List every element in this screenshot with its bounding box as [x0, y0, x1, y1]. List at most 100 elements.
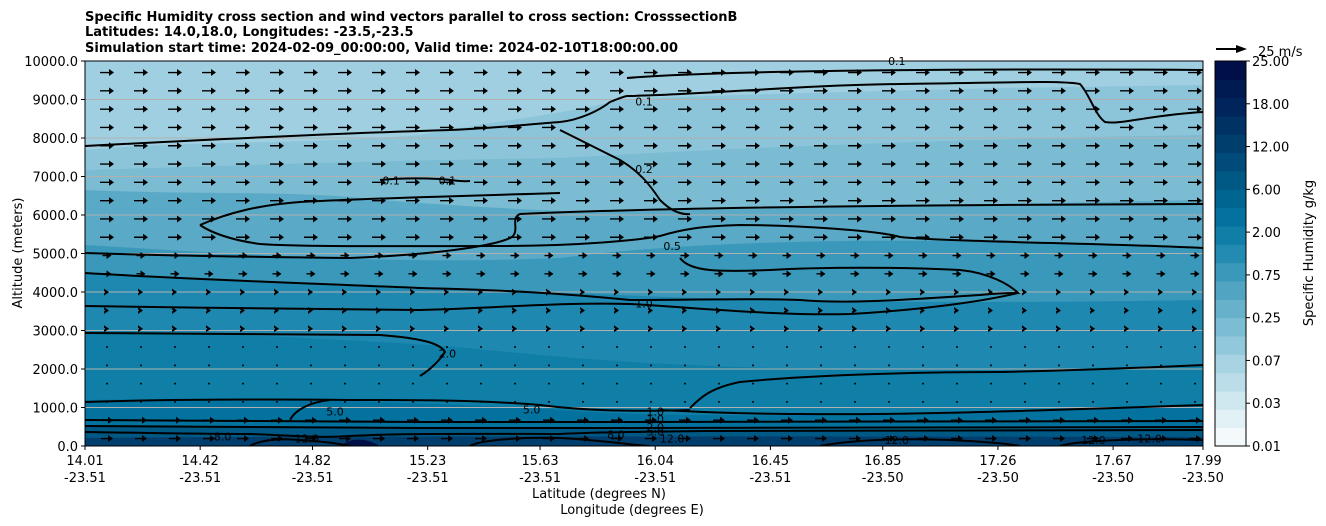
wind-vector	[168, 105, 182, 113]
wind-vector	[412, 400, 414, 403]
wind-vector	[170, 252, 180, 260]
wind-vector	[1020, 270, 1030, 278]
wind-vector	[716, 325, 721, 333]
wind-vector	[276, 382, 278, 385]
wind-vector	[1054, 270, 1064, 278]
wind-vector	[373, 435, 385, 443]
wind-vector	[1052, 178, 1066, 186]
wind-vector	[780, 142, 794, 150]
wind-vector	[578, 252, 588, 260]
wind-vector	[848, 142, 862, 150]
wind-vector	[202, 123, 216, 131]
wind-vector	[684, 382, 686, 385]
wind-vector	[848, 215, 862, 223]
wind-vector	[100, 105, 114, 113]
wind-vector	[580, 306, 585, 314]
wind-vector	[922, 364, 924, 367]
colorbar-swatch	[1215, 134, 1246, 154]
wind-vector	[202, 215, 216, 223]
wind-vector	[956, 364, 958, 367]
x-tick-label-lon: -23.50	[977, 471, 1019, 486]
wind-vector	[446, 364, 448, 367]
wind-vector	[1052, 233, 1066, 241]
wind-vector	[240, 288, 245, 296]
wind-vector	[514, 382, 516, 385]
x-tick-label-lon: -23.51	[64, 471, 106, 486]
wind-vector	[304, 233, 318, 241]
wind-vector	[406, 233, 420, 241]
wind-vector	[136, 252, 146, 260]
wind-vector	[678, 142, 692, 150]
y-tick-label: 7000.0	[33, 171, 79, 186]
wind-vector	[682, 325, 687, 333]
wind-vector	[374, 270, 384, 278]
wind-vector	[678, 197, 692, 205]
wind-vector	[304, 197, 318, 205]
wind-vector	[476, 252, 486, 260]
wind-vector	[134, 123, 148, 131]
wind-vector	[1024, 346, 1026, 349]
colorbar-tick-label: 0.25	[1252, 312, 1281, 327]
wind-vector	[238, 270, 248, 278]
wind-vector	[951, 435, 963, 443]
wind-vector	[410, 306, 415, 314]
wind-vector	[203, 435, 215, 443]
wind-vector	[546, 325, 551, 333]
y-tick-label: 4000.0	[33, 286, 79, 301]
wind-vector	[678, 87, 692, 95]
wind-vector	[644, 69, 658, 77]
wind-vector	[236, 105, 250, 113]
wind-vector	[510, 252, 520, 260]
wind-vector	[882, 233, 896, 241]
wind-vector	[338, 105, 352, 113]
wind-vector	[444, 306, 449, 314]
wind-vector	[916, 142, 930, 150]
wind-vector	[815, 416, 827, 424]
y-tick-label: 3000.0	[33, 325, 79, 340]
wind-vector	[1188, 178, 1202, 186]
wind-vector	[170, 270, 180, 278]
wind-vector	[1124, 288, 1129, 296]
wind-vector	[644, 233, 658, 241]
wind-vector	[679, 435, 691, 443]
wind-vector	[140, 346, 142, 349]
wind-vector	[270, 123, 284, 131]
wind-vector	[818, 306, 823, 314]
wind-vector	[882, 197, 896, 205]
wind-vector	[576, 105, 590, 113]
wind-vector	[849, 435, 861, 443]
contour-label: 8.0	[214, 430, 232, 443]
y-tick-label: 2000.0	[33, 363, 79, 378]
wind-vector	[1018, 105, 1032, 113]
wind-vector	[784, 306, 789, 314]
wind-vector	[304, 160, 318, 168]
wind-vector	[1018, 215, 1032, 223]
wind-vector	[950, 215, 964, 223]
wind-vector	[712, 87, 726, 95]
wind-vector	[712, 160, 726, 168]
wind-vector	[106, 400, 108, 403]
contour-label: 0.2	[635, 163, 653, 176]
wind-vector	[1120, 142, 1134, 150]
wind-vector	[814, 233, 828, 241]
wind-vector	[340, 252, 350, 260]
wind-vector	[712, 105, 726, 113]
colorbar-label: Specific Humidity g/kg	[1302, 180, 1317, 326]
wind-vector	[444, 325, 449, 333]
wind-vector	[474, 160, 488, 168]
colorbar-tick-label: 0.07	[1252, 354, 1281, 369]
wind-vector	[883, 435, 895, 443]
x-tick-label-lat: 16.85	[864, 454, 901, 469]
wind-vector	[990, 346, 992, 349]
wind-vector	[820, 346, 822, 349]
wind-vector	[478, 306, 483, 314]
contour-label: 8.0	[607, 428, 625, 441]
wind-vector	[747, 435, 759, 443]
y-tick-label: 0.0	[57, 440, 78, 455]
wind-vector	[310, 364, 312, 367]
wind-vector	[916, 197, 930, 205]
wind-vector	[1189, 416, 1201, 424]
wind-vector	[202, 197, 216, 205]
wind-vector	[374, 252, 384, 260]
wind-vector	[580, 325, 585, 333]
